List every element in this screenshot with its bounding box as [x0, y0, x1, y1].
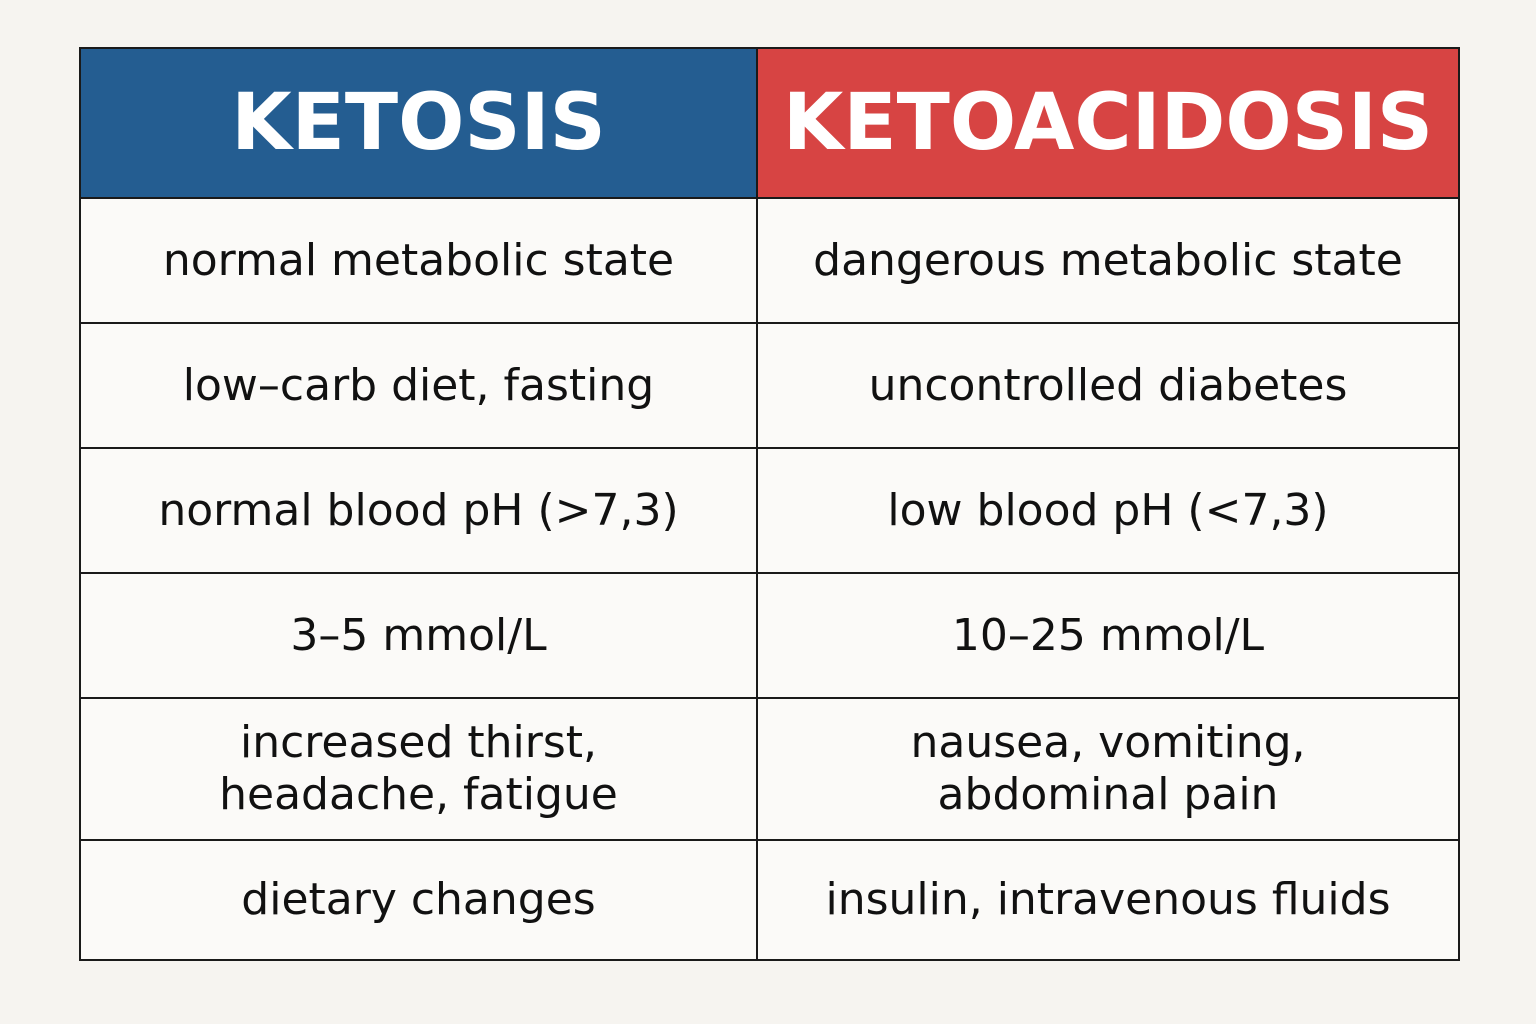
ketosis-cell-line: headache, fatigue	[219, 769, 618, 820]
table-row: normal metabolic state dangerous metabol…	[79, 197, 1460, 324]
ketoacidosis-cell: low blood pH (<7,3)	[756, 447, 1460, 574]
ketoacidosis-cell-line: nausea, vomiting,	[910, 717, 1306, 768]
ketoacidosis-cell: dangerous metabolic state	[756, 197, 1460, 324]
ketosis-cell: increased thirst, headache, fatigue	[79, 697, 758, 841]
ketoacidosis-header: KETOACIDOSIS	[756, 47, 1460, 199]
ketosis-cell: normal blood pH (>7,3)	[79, 447, 758, 574]
ketosis-header: KETOSIS	[79, 47, 758, 199]
table-row: dietary changes insulin, intravenous flu…	[79, 839, 1460, 961]
ketosis-cell: low–carb diet, fasting	[79, 322, 758, 449]
ketoacidosis-cell: 10–25 mmol/L	[756, 572, 1460, 699]
ketoacidosis-cell: uncontrolled diabetes	[756, 322, 1460, 449]
table-row: 3–5 mmol/L 10–25 mmol/L	[79, 572, 1460, 699]
ketosis-cell: dietary changes	[79, 839, 758, 961]
ketosis-cell-line: increased thirst,	[240, 717, 597, 768]
ketoacidosis-cell: insulin, intravenous fluids	[756, 839, 1460, 961]
header-row: KETOSIS KETOACIDOSIS	[79, 47, 1460, 199]
table-row: low–carb diet, fasting uncontrolled diab…	[79, 322, 1460, 449]
table-row: increased thirst, headache, fatigue naus…	[79, 697, 1460, 841]
ketosis-cell: 3–5 mmol/L	[79, 572, 758, 699]
ketosis-cell: normal metabolic state	[79, 197, 758, 324]
table-row: normal blood pH (>7,3) low blood pH (<7,…	[79, 447, 1460, 574]
ketoacidosis-cell: nausea, vomiting, abdominal pain	[756, 697, 1460, 841]
comparison-table: KETOSIS KETOACIDOSIS normal metabolic st…	[79, 47, 1460, 961]
ketoacidosis-cell-line: abdominal pain	[937, 769, 1279, 820]
